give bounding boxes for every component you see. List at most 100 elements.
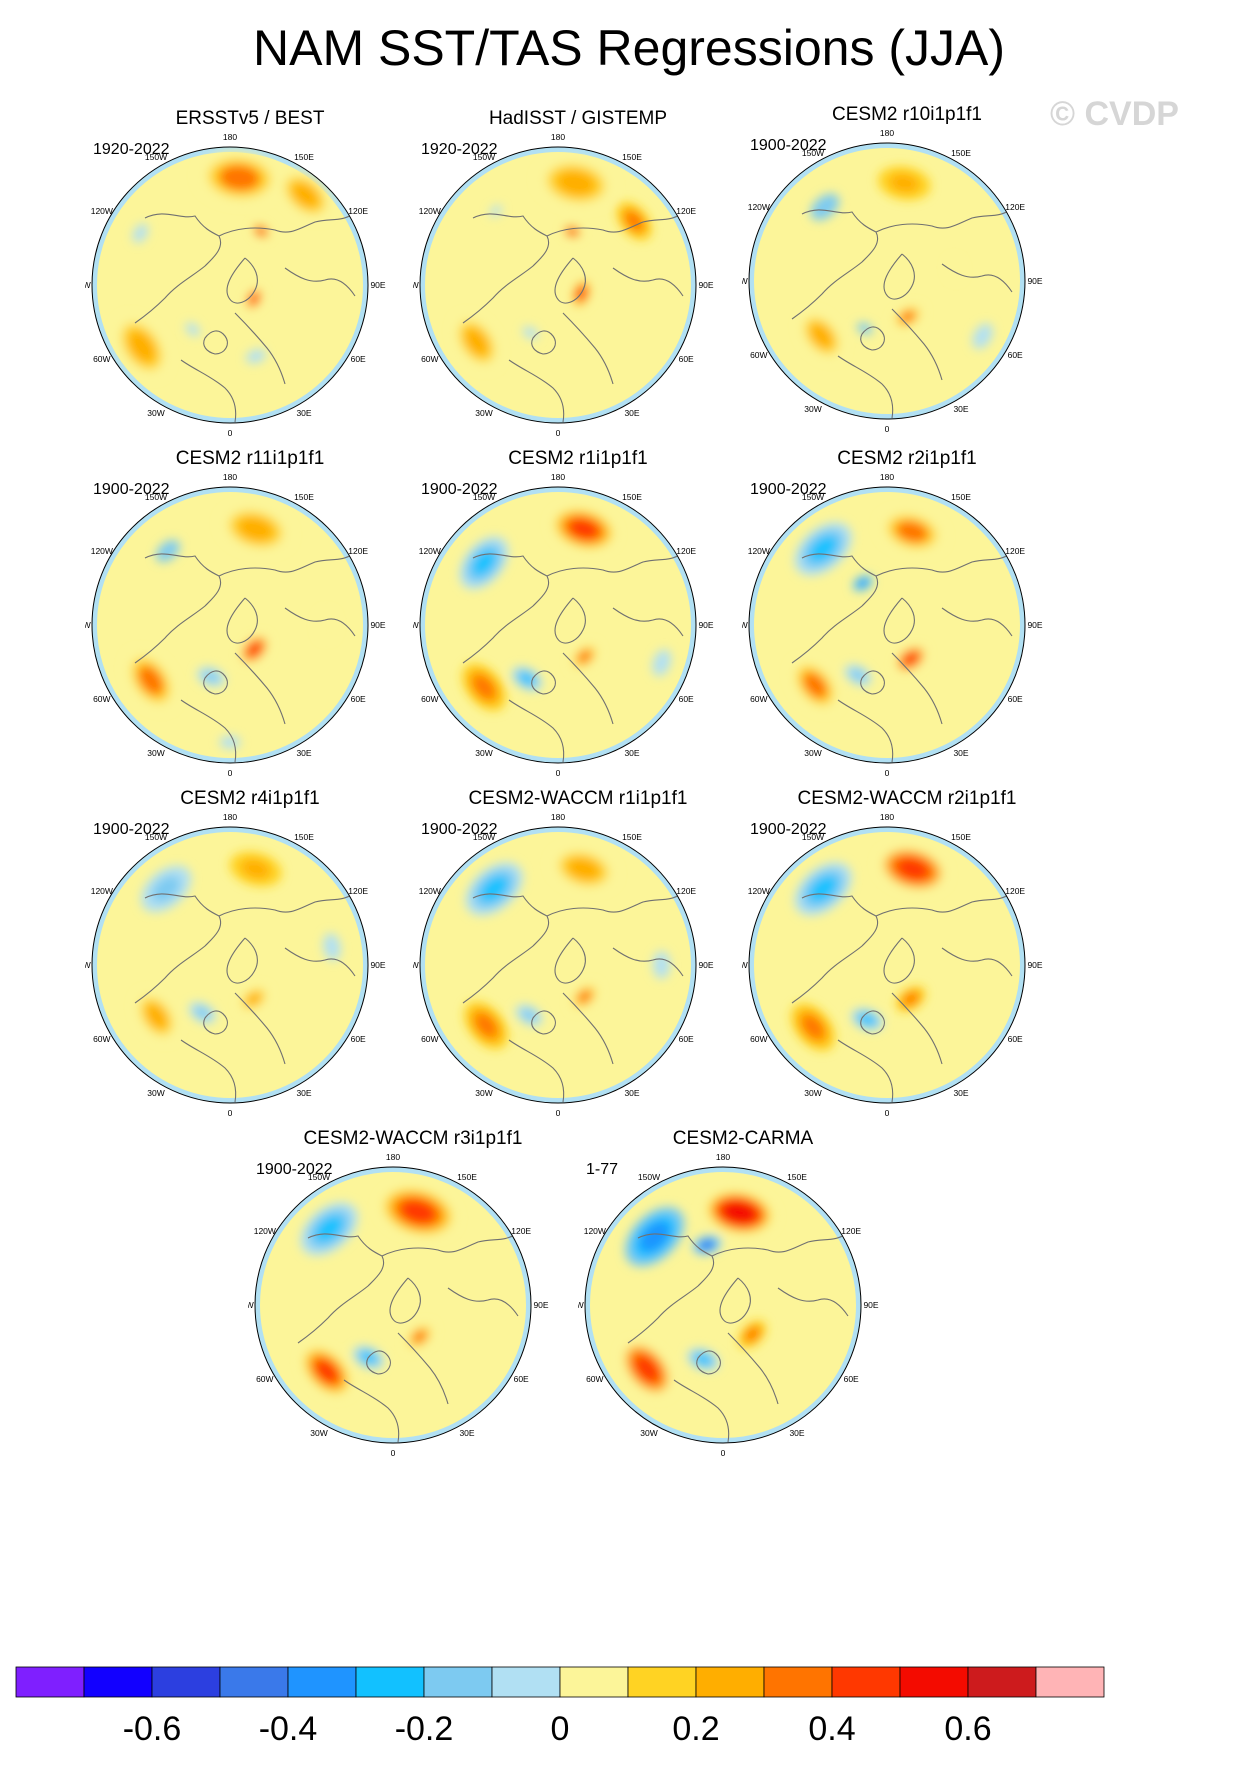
anomaly-contour xyxy=(568,228,577,235)
panel-period: 1900-2022 xyxy=(750,481,827,498)
map-panel: 180 150E 120E 90E 60E 30E 0 30W 60W 90W 120W 150W CE… xyxy=(85,448,415,818)
polar-map: 180 150E 120E 90E 60E 30E 0 30W 60W 90W 120W 150W xyxy=(413,132,714,438)
coastline-segment xyxy=(562,312,614,385)
longitude-label: 180 xyxy=(716,1152,730,1162)
anomaly-contour xyxy=(400,1199,436,1224)
anomaly-contour xyxy=(240,859,271,879)
anomaly-contour xyxy=(903,992,919,1006)
colorbar-swatch xyxy=(1035,1666,1105,1698)
polar-map: 180 150E 120E 90E 60E 30E 0 30W 60W 90W 120W 150W xyxy=(85,812,386,1118)
map-border xyxy=(419,826,697,1104)
anomaly-contour xyxy=(556,170,596,196)
anomaly-contour xyxy=(203,671,220,683)
longitude-label: 30W xyxy=(804,1088,821,1098)
longitude-label: 0 xyxy=(228,428,233,438)
coastline-segment xyxy=(134,553,222,664)
longitude-label: 90W xyxy=(85,280,91,290)
colorbar-tick-label: -0.4 xyxy=(259,1710,318,1748)
anomaly-contour xyxy=(577,650,592,664)
coastline-segment xyxy=(462,213,550,324)
coastline-segment xyxy=(875,893,1011,917)
coastline-segment xyxy=(234,992,286,1065)
longitude-label: 150E xyxy=(622,492,642,502)
panel-title: CESM2-WACCM r1i1p1f1 xyxy=(468,788,688,809)
anomaly-contour xyxy=(218,164,261,191)
coastline-segment xyxy=(226,257,258,304)
anomaly-contour xyxy=(801,1015,825,1040)
longitude-label: 90E xyxy=(1027,960,1042,970)
coastline-segment xyxy=(696,1350,721,1375)
longitude-label: 90W xyxy=(742,620,748,630)
coastlines xyxy=(297,1233,519,1443)
coastline-segment xyxy=(883,597,915,644)
longitude-label: 30W xyxy=(475,408,492,418)
longitude-label: 60W xyxy=(256,1374,273,1384)
coastline-segment xyxy=(134,893,222,1004)
anomaly-contour xyxy=(896,858,929,880)
longitude-label: 90W xyxy=(413,280,419,290)
longitude-label: 180 xyxy=(880,812,894,822)
anomaly-contour xyxy=(745,1327,760,1342)
anomaly-contour xyxy=(577,990,592,1004)
coastline-segment xyxy=(791,209,879,320)
colorbar-tick-label: 0 xyxy=(551,1710,570,1748)
longitude-label: 120E xyxy=(841,1226,861,1236)
longitude-label: 0 xyxy=(885,424,890,434)
anomaly-contour xyxy=(257,228,265,235)
longitude-label: 60E xyxy=(1008,694,1023,704)
longitude-label: 0 xyxy=(228,1108,233,1118)
anomaly-contour xyxy=(519,672,535,685)
colorbar-swatch xyxy=(763,1666,833,1698)
coastline-segment xyxy=(891,308,943,381)
coastline-segment xyxy=(546,213,682,237)
panel-period: 1900-2022 xyxy=(93,821,170,838)
panel-period: 1900-2022 xyxy=(256,1161,333,1178)
coastlines xyxy=(791,209,1013,419)
map-panel: 180 150E 120E 90E 60E 30E 0 30W 60W 90W 120W 150W CE… xyxy=(413,788,743,1158)
map-border xyxy=(748,486,1026,764)
longitude-label: 120E xyxy=(1005,202,1025,212)
longitude-label: 30W xyxy=(147,748,164,758)
longitude-label: 120W xyxy=(748,546,770,556)
longitude-label: 90E xyxy=(863,1300,878,1310)
coastline-segment xyxy=(891,992,943,1065)
coastline-segment xyxy=(562,992,614,1065)
colorbar-swatch xyxy=(967,1666,1037,1698)
coastline-segment xyxy=(673,1379,730,1443)
coastline-segment xyxy=(508,359,565,423)
panel-title: CESM2 r11i1p1f1 xyxy=(175,448,325,469)
longitude-label: 150E xyxy=(457,1172,477,1182)
coastlines xyxy=(791,893,1013,1103)
map-panel: 180 150E 120E 90E 60E 30E 0 30W 60W 90W 120W 150W CE… xyxy=(742,448,1072,818)
coastline-segment xyxy=(226,597,258,644)
longitude-label: 150W xyxy=(802,832,824,842)
longitude-label: 90E xyxy=(370,960,385,970)
longitude-label: 30W xyxy=(475,748,492,758)
anomaly-contour xyxy=(802,672,828,699)
coastline-segment xyxy=(284,267,356,297)
coastline-segment xyxy=(777,1287,849,1317)
map-border xyxy=(748,142,1026,420)
longitude-label: 0 xyxy=(556,768,561,778)
longitude-label: 90W xyxy=(85,620,91,630)
colorbar-swatch xyxy=(15,1666,85,1698)
map-panel: 180 150E 120E 90E 60E 30E 0 30W 60W 90W 120W 150W CE… xyxy=(578,1128,908,1498)
longitude-label: 60W xyxy=(93,694,110,704)
longitude-label: 120E xyxy=(511,1226,531,1236)
longitude-label: 30W xyxy=(147,408,164,418)
longitude-label: 120W xyxy=(419,546,441,556)
coastlines xyxy=(134,893,356,1103)
coastline-segment xyxy=(284,947,356,977)
colorbar-tick-label: 0.6 xyxy=(944,1710,991,1748)
longitude-label: 60E xyxy=(1008,350,1023,360)
coastline-segment xyxy=(612,947,684,977)
longitude-label: 60E xyxy=(351,694,366,704)
coastline-segment xyxy=(531,330,556,355)
longitude-label: 150E xyxy=(622,152,642,162)
longitude-label: 0 xyxy=(391,1448,396,1458)
coastline-segment xyxy=(134,213,222,324)
map-border xyxy=(419,146,697,424)
coastline-segment xyxy=(462,553,550,664)
longitude-label: 120E xyxy=(348,886,368,896)
longitude-label: 30W xyxy=(804,404,821,414)
